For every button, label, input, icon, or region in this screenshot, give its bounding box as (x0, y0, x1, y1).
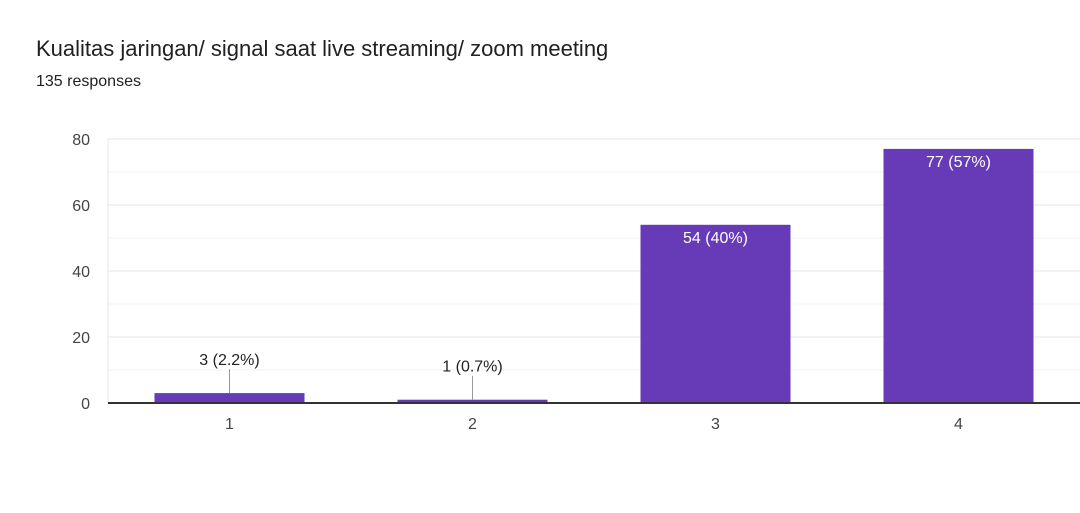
y-tick-label: 20 (72, 330, 90, 347)
x-tick-label: 2 (468, 416, 477, 433)
data-label: 77 (57%) (926, 154, 991, 171)
x-tick-label: 4 (954, 416, 963, 433)
y-tick-label: 60 (72, 198, 90, 215)
x-tick-label: 3 (711, 416, 720, 433)
data-label: 1 (0.7%) (442, 359, 502, 376)
y-tick-label: 80 (72, 132, 90, 149)
data-label: 3 (2.2%) (199, 352, 259, 369)
y-tick-label: 40 (72, 264, 90, 281)
bar (397, 399, 548, 403)
data-label: 54 (40%) (683, 230, 748, 247)
bar (883, 148, 1034, 403)
bar (640, 224, 791, 403)
y-tick-label: 0 (81, 396, 90, 413)
response-count: 135 responses (36, 73, 141, 90)
chart-title: Kualitas jaringan/ signal saat live stre… (36, 36, 609, 61)
bar (154, 393, 305, 403)
x-tick-label: 1 (225, 416, 234, 433)
